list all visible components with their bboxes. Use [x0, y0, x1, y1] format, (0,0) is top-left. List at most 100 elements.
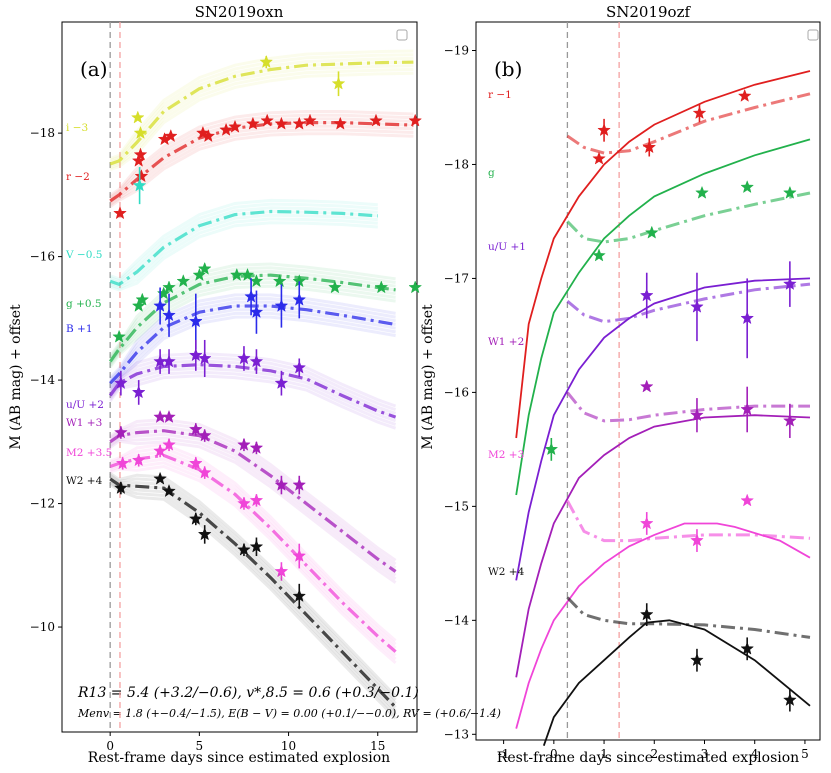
data-point-1-4-0: [639, 516, 654, 530]
data-point-0-5-7: [249, 354, 264, 368]
model-sample-0-0-0: [109, 49, 414, 160]
y-tick-label-1-6: −19: [444, 43, 469, 57]
data-point-1-1-3: [695, 185, 709, 199]
data-point-0-7-6: [237, 496, 251, 510]
model-line-0-6: [109, 429, 397, 573]
data-point-1-1-1: [592, 248, 606, 262]
plot-frame-b: [475, 21, 821, 741]
model-sample-0-3-6: [108, 284, 396, 368]
y-tick-label-0-1: −12: [30, 497, 55, 511]
model-sample-0-4-0: [109, 293, 396, 379]
data-point-1-2-2: [740, 311, 755, 325]
data-point-0-7-0: [115, 456, 130, 470]
band-label-0-8: W2 +4: [66, 475, 103, 487]
model-sample-0-0-4: [109, 64, 414, 168]
model-solid-1-5: [542, 619, 811, 746]
x-tick-label-1-6: 5: [801, 747, 809, 761]
data-point-0-0-2: [259, 54, 274, 68]
data-point-1-2-1: [690, 299, 704, 313]
data-point-0-1-14: [303, 113, 317, 127]
data-point-1-5-1: [690, 652, 704, 667]
xlabel-a: Rest-frame days since estimated explosio…: [88, 750, 390, 766]
model-solid-1-1: [515, 138, 811, 496]
model-line-0-5: [108, 363, 397, 419]
band-label-0-6: W1 +3: [66, 417, 102, 429]
data-point-1-0-1: [597, 123, 611, 137]
model-line-0-2: [109, 209, 378, 287]
data-point-0-7-5: [197, 465, 212, 479]
data-point-0-1-10: [246, 116, 260, 130]
model-dashed-1-0: [566, 92, 811, 155]
title-a: SN2019oxn: [195, 3, 284, 21]
data-point-0-5-4: [188, 348, 203, 362]
model-sample-0-3-0: [108, 262, 396, 357]
data-point-0-4-0: [153, 298, 167, 312]
data-point-0-6-8: [292, 477, 307, 491]
model-sample-0-6-6: [109, 439, 397, 584]
data-point-0-6-7: [274, 477, 289, 491]
model-line-0-4: [109, 304, 396, 385]
band-label-0-3: g +0.5: [66, 298, 102, 310]
data-point-1-3-2: [740, 402, 755, 416]
data-point-0-1-8: [219, 122, 233, 136]
band-label-1-1: g: [488, 167, 495, 179]
model-solid-1-2: [515, 277, 811, 581]
data-point-0-0-0: [130, 110, 145, 124]
ylabel-b: M (AB mag) + offset: [420, 304, 436, 450]
data-point-0-8-6: [249, 539, 264, 553]
data-point-0-8-3: [188, 511, 203, 525]
data-point-0-8-1: [153, 471, 167, 485]
title-b: SN2019ozf: [606, 3, 692, 21]
data-point-0-3-9: [240, 267, 255, 281]
data-point-0-2-0: [132, 178, 147, 192]
xlabel-b: Rest-frame days since estimated explosio…: [497, 750, 799, 766]
data-point-0-1-3: [134, 169, 149, 183]
data-point-1-0-4: [737, 88, 752, 102]
band-label-0-0: i −3: [66, 122, 88, 134]
data-point-0-1-17: [408, 113, 423, 127]
model-sample-0-4-1: [109, 297, 396, 381]
data-point-0-7-4: [188, 456, 203, 470]
model-sample-0-6-0: [109, 418, 397, 562]
x-tick-label-1-1: 0: [550, 747, 558, 761]
model-sample-0-8-6: [109, 483, 397, 720]
x-tick-label-0-2: 10: [281, 739, 296, 753]
model-sample-0-1-5: [109, 128, 414, 206]
model-sample-0-7-4: [109, 457, 397, 657]
model-sample-0-0-5: [109, 68, 414, 170]
data-point-0-6-6: [249, 440, 264, 454]
data-point-0-1-2: [133, 147, 148, 161]
model-dashed-1-2: [566, 282, 811, 324]
data-point-0-7-9: [292, 548, 307, 562]
data-point-0-7-2: [153, 443, 167, 457]
model-sample-0-3-1: [108, 266, 396, 359]
model-sample-0-8-4: [109, 479, 397, 713]
legend-box-b: [807, 29, 819, 41]
x-tick-label-1-0: -1: [498, 747, 510, 761]
data-point-0-0-1: [133, 125, 148, 139]
model-sample-0-7-5: [109, 461, 397, 661]
data-point-0-8-7: [292, 588, 307, 602]
data-point-1-0-2: [642, 140, 657, 154]
model-sample-0-5-1: [108, 355, 397, 412]
data-point-0-3-7: [197, 261, 212, 275]
y-tick-label-1-4: −17: [444, 271, 469, 285]
model-sample-0-6-4: [109, 432, 397, 577]
data-point-1-1-5: [783, 185, 797, 199]
panel-a: SN2019oxn (a) Rest-frame days since esti…: [8, 3, 501, 766]
model-dashed-1-1: [566, 191, 811, 244]
model-dashed-1-5: [566, 596, 811, 639]
data-point-0-1-16: [369, 113, 383, 127]
panel-label-a: (a): [80, 57, 108, 81]
model-sample-0-5-4: [108, 366, 397, 423]
x-tick-label-1-2: 1: [600, 747, 608, 761]
data-point-0-5-1: [131, 385, 146, 399]
model-sample-0-8-1: [109, 473, 397, 701]
model-sample-0-4-2: [109, 300, 396, 383]
data-point-0-3-0: [112, 329, 126, 343]
model-sample-0-4-6: [109, 315, 396, 390]
data-point-0-4-2: [188, 314, 203, 328]
data-point-0-1-0: [113, 206, 127, 220]
y-tick-label-0-2: −14: [30, 373, 56, 387]
